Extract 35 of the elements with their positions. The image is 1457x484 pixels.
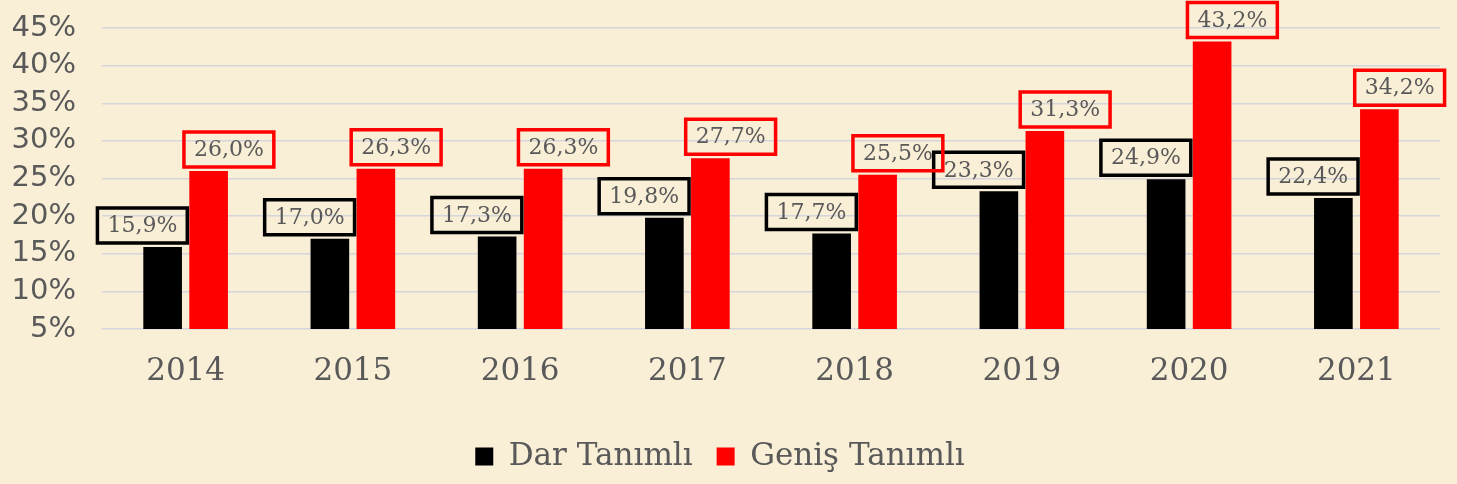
data-label: 17,7% [776,198,847,224]
y-tick-label: 30% [11,121,76,156]
legend-label: Geniş Tanımlı [750,435,965,472]
data-label: 26,3% [361,133,432,159]
x-tick-label: 2014 [146,350,226,387]
x-tick-label: 2019 [982,350,1062,387]
data-label: 25,5% [862,139,933,165]
x-tick-label: 2015 [313,350,393,387]
y-tick-label: 20% [11,196,76,231]
x-tick-label: 2016 [480,350,560,387]
data-label: 22,4% [1278,163,1349,189]
data-label: 23,3% [943,156,1014,182]
y-tick-label: 45% [11,8,76,43]
y-tick-label: 15% [11,234,76,269]
data-label: 26,3% [528,133,599,159]
x-tick-label: 2020 [1149,350,1229,387]
y-tick-label: 40% [11,46,76,81]
data-label: 19,8% [609,182,680,208]
y-tick-label: 10% [11,271,76,306]
data-label: 15,9% [107,212,178,238]
y-tick-label: 25% [11,159,76,194]
data-label: 24,9% [1110,144,1181,170]
data-label: 27,7% [695,123,766,149]
x-tick-label: 2017 [647,350,727,387]
data-label: 43,2% [1197,6,1268,32]
legend-label: Dar Tanımlı [508,435,693,472]
data-label: 17,0% [274,203,345,229]
y-tick-label: 5% [29,309,76,344]
data-label: 34,2% [1364,74,1435,100]
data-label: 31,3% [1030,96,1101,122]
y-tick-label: 35% [11,83,76,118]
x-tick-label: 2018 [815,350,895,387]
data-label: 26,0% [193,136,264,162]
x-tick-label: 2021 [1316,350,1396,387]
data-label: 17,3% [441,201,512,227]
